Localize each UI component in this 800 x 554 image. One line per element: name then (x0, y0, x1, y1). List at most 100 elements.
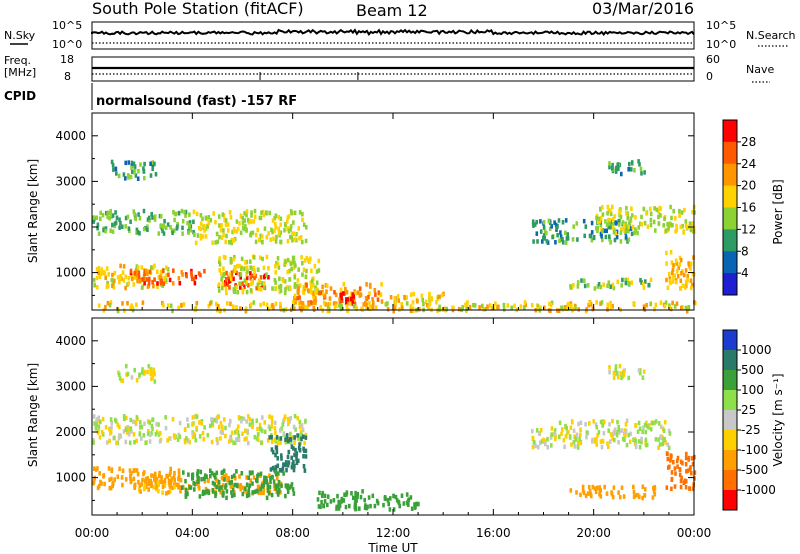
velocity-cell (125, 363, 128, 369)
power-cell (192, 209, 196, 215)
velocity-cell (670, 477, 674, 482)
power-cell (117, 173, 121, 179)
velocity-cell (282, 471, 285, 476)
power-cell (96, 225, 99, 231)
velocity-cell (150, 483, 153, 489)
velocity-cell (613, 437, 616, 443)
velocity-cell (270, 419, 274, 425)
velocity-cell (130, 375, 134, 380)
power-cell (572, 224, 575, 229)
velocity-cell (268, 473, 271, 478)
velocity-cell (143, 369, 147, 375)
power-cell (356, 290, 360, 295)
power-cell (241, 287, 245, 292)
power-cell (345, 300, 348, 305)
power-cell (411, 300, 415, 305)
velocity-cell (283, 414, 287, 420)
power-cell (183, 209, 186, 215)
power-cell (193, 232, 196, 237)
power-cell (687, 306, 690, 311)
power-cell (137, 274, 141, 280)
velocity-cell (168, 489, 172, 494)
power-cell (662, 223, 665, 228)
power-cell (95, 267, 99, 272)
power-cell (327, 302, 330, 307)
velocity-cell (191, 415, 195, 420)
power-cell (223, 271, 226, 277)
velocity-cell (146, 369, 149, 375)
power-cell (116, 308, 120, 314)
power-cell (180, 270, 184, 275)
power-cell (124, 274, 128, 280)
power-cell (669, 221, 672, 227)
power-cell (181, 219, 185, 224)
power-cell (115, 215, 119, 220)
power-cell (680, 305, 683, 311)
power-cell (368, 306, 371, 311)
power-cell (304, 238, 308, 244)
velocity-cell (152, 473, 156, 479)
velocity-cell (571, 420, 574, 425)
velocity-cell (687, 457, 690, 462)
power-cell (262, 212, 266, 218)
power-colorbar-label: Power [dB] (771, 179, 785, 244)
power-cell (636, 230, 639, 236)
power-colorbar-tick-label: 12 (741, 222, 756, 236)
power-cell (457, 306, 461, 312)
velocity-colorbar-tick-label: 100 (741, 383, 764, 397)
power-cell (135, 273, 139, 278)
power-cell (261, 209, 265, 215)
power-cell (599, 222, 603, 228)
power-cell (261, 240, 264, 245)
power-cell (176, 224, 179, 229)
velocity-cell (221, 483, 225, 488)
velocity-cell (642, 369, 646, 374)
velocity-cell (224, 433, 227, 439)
power-cell (131, 169, 134, 174)
power-cell (232, 276, 235, 282)
velocity-cell (265, 495, 269, 501)
velocity-cell (157, 422, 160, 427)
power-cell (159, 214, 163, 219)
power-cell (206, 224, 209, 229)
power-cell (129, 268, 133, 274)
power-cell (609, 300, 612, 306)
velocity-cell (605, 491, 609, 496)
power-cell (367, 294, 370, 300)
power-cell (153, 214, 157, 219)
velocity-cell (625, 418, 629, 423)
power-cell (599, 216, 603, 221)
velocity-cell (665, 451, 669, 456)
power-cell (169, 303, 173, 308)
freq-trace (92, 66, 694, 80)
velocity-cell (589, 491, 593, 497)
velocity-cell (140, 424, 144, 430)
power-cell (405, 295, 408, 300)
velocity-cell (208, 423, 212, 429)
power-cell (217, 214, 221, 219)
velocity-cell (98, 435, 102, 440)
power-cell (143, 271, 146, 277)
power-cell (105, 284, 109, 290)
power-cell (238, 281, 242, 286)
velocity-cell (204, 490, 207, 495)
power-cell (311, 300, 314, 306)
velocity-cell (287, 460, 291, 465)
velocity-cell (128, 440, 132, 445)
velocity-cell (233, 482, 237, 488)
power-colorbar-tick-label: 8 (741, 244, 749, 258)
power-cell (276, 256, 280, 261)
velocity-cell (684, 485, 688, 490)
velocity-cell (295, 460, 299, 465)
velocity-cell (143, 486, 146, 491)
velocity-cell (263, 420, 266, 425)
velocity-cell (154, 480, 157, 485)
power-cell (670, 260, 674, 265)
velocity-cell (284, 462, 287, 468)
power-cell (380, 299, 384, 304)
velocity-cell (256, 432, 260, 437)
power-cell (286, 226, 290, 231)
velocity-cell (264, 480, 267, 485)
power-cell (273, 216, 276, 221)
power-cell (166, 303, 170, 308)
